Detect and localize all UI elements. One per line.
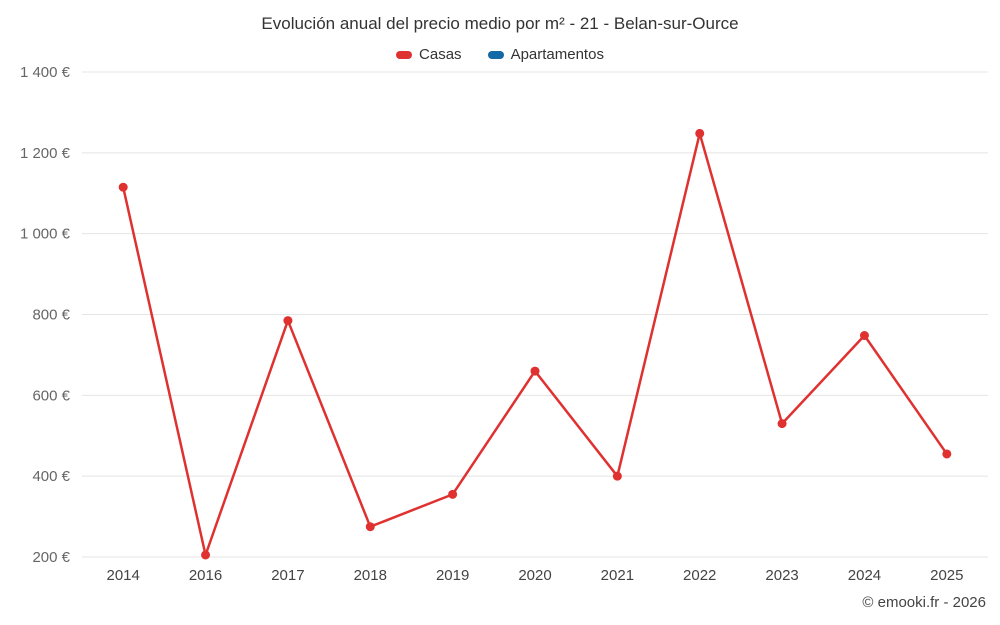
x-axis-tick-label: 2025 — [930, 567, 963, 584]
series-line-casas — [121, 132, 949, 557]
data-point[interactable] — [942, 449, 952, 459]
data-point[interactable] — [695, 128, 705, 138]
y-axis-tick-label: 1 200 € — [20, 145, 71, 162]
data-point[interactable] — [612, 471, 622, 481]
legend-item-label: Apartamentos — [510, 46, 604, 63]
data-point[interactable] — [448, 489, 458, 499]
data-point[interactable] — [201, 550, 211, 560]
x-axis-tick-label: 2023 — [765, 567, 798, 584]
x-axis-tick-label: 2014 — [106, 567, 139, 584]
casas-legend-marker — [396, 50, 413, 59]
x-axis-tick-label: 2021 — [601, 567, 634, 584]
chart-title: Evolución anual del precio medio por m² … — [261, 14, 739, 33]
data-point[interactable] — [283, 316, 293, 326]
x-axis-tick-label: 2019 — [436, 567, 469, 584]
data-point[interactable] — [365, 522, 375, 532]
data-point[interactable] — [118, 182, 128, 192]
credit-text: © emooki.fr - 2026 — [862, 594, 986, 611]
x-axis-tick-label: 2016 — [189, 567, 222, 584]
y-axis-tick-label: 200 € — [32, 549, 70, 566]
x-axis-tick-label: 2017 — [271, 567, 304, 584]
legend-item-apartamentos[interactable]: Apartamentos — [487, 46, 604, 63]
y-axis-tick-label: 600 € — [32, 387, 70, 404]
legend: Casas Apartamentos — [0, 46, 1000, 63]
y-axis-tick-label: 1 400 € — [20, 64, 71, 81]
legend-item-casas[interactable]: Casas — [396, 46, 462, 63]
x-axis-tick-label: 2024 — [848, 567, 881, 584]
legend-item-label: Casas — [419, 46, 462, 63]
data-point[interactable] — [530, 366, 540, 376]
y-axis-tick-label: 400 € — [32, 468, 70, 485]
y-axis-tick-label: 800 € — [32, 307, 70, 324]
x-axis-tick-label: 2018 — [354, 567, 387, 584]
y-axis-tick-label: 1 000 € — [20, 226, 71, 243]
x-axis-tick-label: 2022 — [683, 567, 716, 584]
data-point[interactable] — [777, 419, 787, 429]
apartamentos-legend-marker — [487, 50, 504, 59]
x-axis-tick-label: 2020 — [518, 567, 551, 584]
data-point[interactable] — [859, 331, 869, 341]
